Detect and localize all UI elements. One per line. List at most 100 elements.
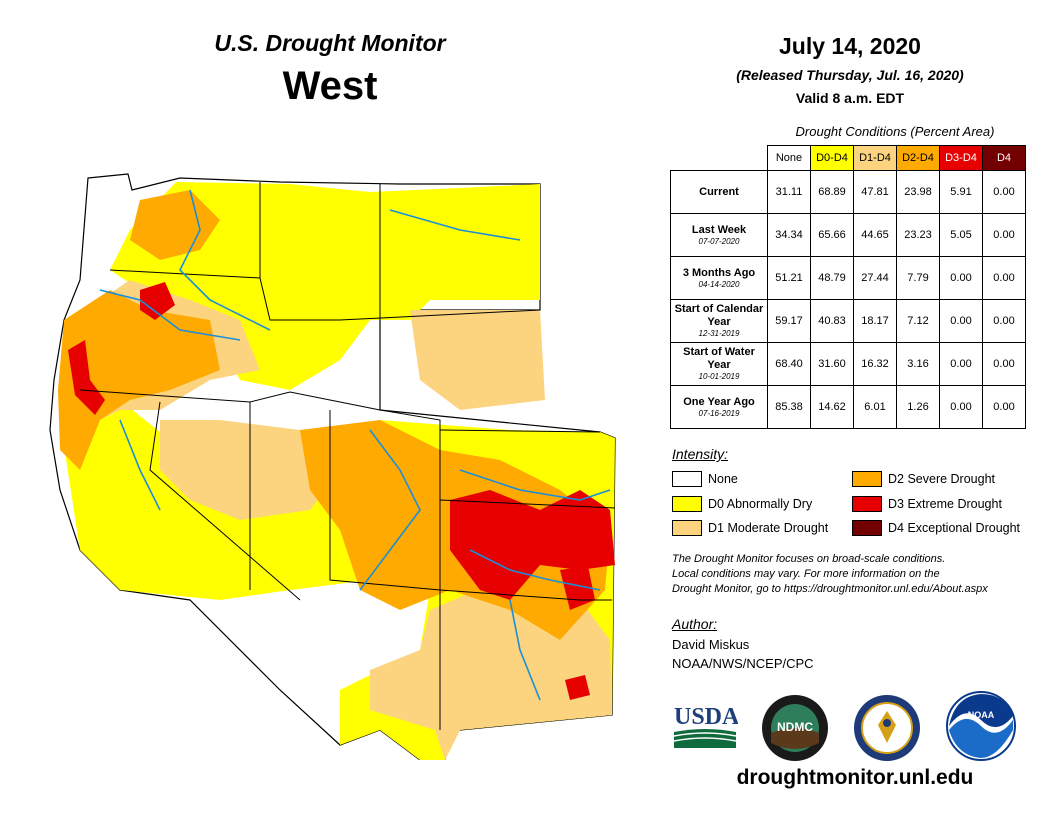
legend-swatch xyxy=(852,496,882,512)
rivers xyxy=(99,189,611,701)
map-date: July 14, 2020 xyxy=(779,33,921,59)
table-cell: 0.00 xyxy=(939,256,983,300)
table-cell: 48.79 xyxy=(810,256,854,300)
table-cell: 85.38 xyxy=(767,385,811,429)
col-header-none: None xyxy=(767,145,811,171)
table-cell: 31.11 xyxy=(767,170,811,214)
legend-label: D3 Extreme Drought xyxy=(888,497,1002,511)
legend-swatch xyxy=(852,471,882,487)
usda-logo: USDA xyxy=(673,704,738,748)
legend-swatch xyxy=(672,520,702,536)
table-cell: 7.79 xyxy=(896,256,940,300)
region-title: West xyxy=(282,64,378,108)
svg-text:NOAA: NOAA xyxy=(968,710,995,720)
table-cell: 51.21 xyxy=(767,256,811,300)
svg-text:NDMC: NDMC xyxy=(777,720,813,734)
row-label: 3 Months Ago 04-14-2020 xyxy=(670,256,768,300)
ndmc-logo: NDMC xyxy=(762,695,828,761)
table-cell: 23.98 xyxy=(896,170,940,214)
d3-area xyxy=(68,340,105,415)
table-cell: 0.00 xyxy=(982,385,1026,429)
state-borders xyxy=(79,182,616,730)
table-row: One Year Ago 07-16-2019 85.38 14.62 6.01 … xyxy=(670,385,1026,429)
table-caption: Drought Conditions (Percent Area) xyxy=(795,124,995,139)
note-line: Drought Monitor, go to https://droughtmo… xyxy=(672,583,988,595)
commerce-seal-logo xyxy=(854,695,920,761)
table-cell: 14.62 xyxy=(810,385,854,429)
noaa-logo: NOAA xyxy=(946,691,1016,761)
author-name: David Miskus xyxy=(672,637,750,652)
d3-area xyxy=(450,490,615,600)
legend-label: D0 Abnormally Dry xyxy=(708,497,813,511)
legend-label: D1 Moderate Drought xyxy=(708,521,829,535)
col-header-d4: D4 xyxy=(982,145,1026,171)
table-cell: 6.01 xyxy=(853,385,897,429)
table-cell: 16.32 xyxy=(853,342,897,386)
table-row: Start of Water Year 10-01-2019 68.40 31.6… xyxy=(670,342,1026,386)
legend-item-d4: D4 Exceptional Drought xyxy=(852,520,1020,536)
legend-item-d2: D2 Severe Drought xyxy=(852,471,995,487)
table-cell: 34.34 xyxy=(767,213,811,257)
col-header-d0-d4: D0-D4 xyxy=(810,145,854,171)
d3-area xyxy=(565,675,590,700)
table-header-row: None D0-D4 D1-D4 D2-D4 D3-D4 D4 xyxy=(670,145,1026,171)
table-cell: 0.00 xyxy=(982,170,1026,214)
legend-item-d1: D1 Moderate Drought xyxy=(672,520,828,536)
note-line: The Drought Monitor focuses on broad-sca… xyxy=(672,553,946,565)
d1-area xyxy=(410,310,545,410)
row-label: One Year Ago 07-16-2019 xyxy=(670,385,768,429)
legend-label: D4 Exceptional Drought xyxy=(888,521,1021,535)
table-cell: 0.00 xyxy=(982,299,1026,343)
table-cell: 23.23 xyxy=(896,213,940,257)
table-cell: 40.83 xyxy=(810,299,854,343)
table-cell: 68.40 xyxy=(767,342,811,386)
d2-area xyxy=(130,190,220,260)
legend-swatch xyxy=(852,520,882,536)
table-cell: 44.65 xyxy=(853,213,897,257)
drought-areas xyxy=(58,182,615,760)
table-cell: 0.00 xyxy=(939,385,983,429)
table-cell: 0.00 xyxy=(982,256,1026,300)
table-row: Current 31.11 68.89 47.81 23.98 5.91 0.0… xyxy=(670,170,1026,214)
row-label: Current xyxy=(670,170,768,214)
release-date: (Released Thursday, Jul. 16, 2020) xyxy=(736,67,964,83)
table-cell: 5.91 xyxy=(939,170,983,214)
table-cell: 0.00 xyxy=(982,213,1026,257)
table-cell: 18.17 xyxy=(853,299,897,343)
table-cell: 65.66 xyxy=(810,213,854,257)
legend-swatch xyxy=(672,471,702,487)
website-link[interactable]: droughtmonitor.unl.edu xyxy=(736,766,974,789)
drought-map xyxy=(49,173,616,760)
table-corner xyxy=(670,145,768,171)
table-cell: 27.44 xyxy=(853,256,897,300)
legend-item-d3: D3 Extreme Drought xyxy=(852,496,1002,512)
legend-label: D2 Severe Drought xyxy=(888,472,996,486)
table-cell: 59.17 xyxy=(767,299,811,343)
drought-stats-table: None D0-D4 D1-D4 D2-D4 D3-D4 D4 Current … xyxy=(670,145,1026,429)
valid-time: Valid 8 a.m. EDT xyxy=(795,90,905,106)
table-cell: 68.89 xyxy=(810,170,854,214)
note-line: Local conditions may vary. For more info… xyxy=(672,568,940,580)
legend-swatch xyxy=(672,496,702,512)
table-cell: 0.00 xyxy=(982,342,1026,386)
monitor-title: U.S. Drought Monitor xyxy=(214,30,446,56)
author-org: NOAA/NWS/NCEP/CPC xyxy=(672,656,814,671)
table-cell: 3.16 xyxy=(896,342,940,386)
legend-title: Intensity: xyxy=(672,446,729,462)
table-cell: 5.05 xyxy=(939,213,983,257)
legend-item-d0: D0 Abnormally Dry xyxy=(672,496,812,512)
table-cell: 0.00 xyxy=(939,299,983,343)
row-label: Start of Water Year 10-01-2019 xyxy=(670,342,768,386)
svg-text:USDA: USDA xyxy=(674,704,738,730)
table-row: Last Week 07-07-2020 34.34 65.66 44.65 23… xyxy=(670,213,1026,257)
table-row: Start of Calendar Year 12-31-2019 59.17 4… xyxy=(670,299,1026,343)
table-cell: 47.81 xyxy=(853,170,897,214)
d3-area xyxy=(140,282,175,320)
table-cell: 31.60 xyxy=(810,342,854,386)
row-label: Last Week 07-07-2020 xyxy=(670,213,768,257)
col-header-d1-d4: D1-D4 xyxy=(853,145,897,171)
disclaimer-note: The Drought Monitor focuses on broad-sca… xyxy=(672,552,1042,597)
legend-label: None xyxy=(708,472,738,486)
col-header-d2-d4: D2-D4 xyxy=(896,145,940,171)
table-cell: 1.26 xyxy=(896,385,940,429)
